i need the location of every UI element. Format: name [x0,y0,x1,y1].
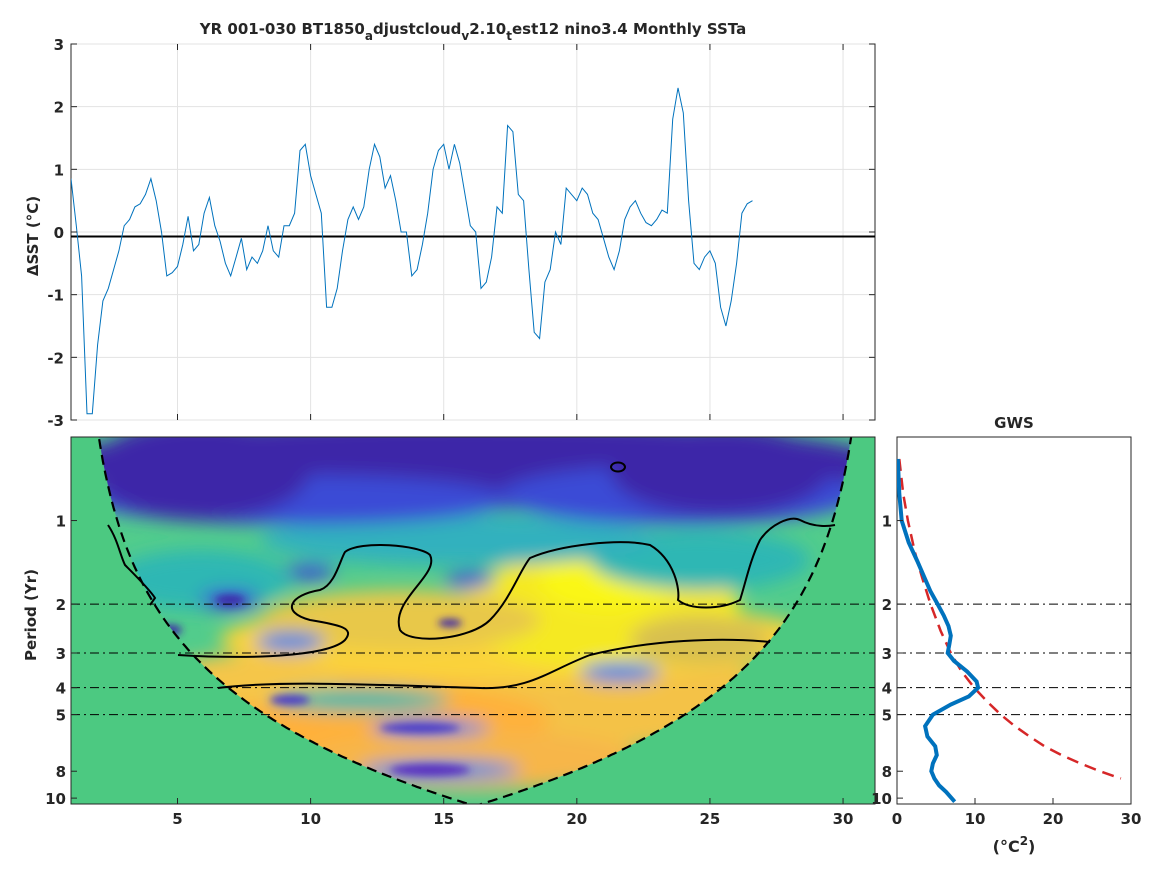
wavelet-ticks: 1 2 3 4 5 8 10 5 10 15 20 25 30 [45,513,853,828]
gws-y-tick-label: 1 [882,513,892,531]
top-y-tick-label: -3 [47,412,64,430]
gws-y-tick-label: 8 [882,763,892,781]
gws-x-label-base: (°C [993,837,1020,856]
gws-axes-box [896,436,1132,805]
wavelet-axes-box [70,436,876,805]
wavelet-x-tick-label: 20 [566,810,587,828]
gws-x-tick-label: 0 [892,810,902,828]
cone-of-influence-line [97,437,853,804]
gws-power-curve [897,458,981,804]
title-sub-3: t [506,29,512,43]
wavelet-y-tick-label: 2 [56,596,66,614]
gws-y-tick-label: 5 [882,707,892,725]
sst-series-line [71,87,753,415]
title-part-4: est12 nino3.4 Monthly SSTa [512,20,746,38]
wavelet-y-tick-label: 3 [56,645,66,663]
wavelet-y-tick-label: 5 [56,707,66,725]
wavelet-y-tick-label: 8 [56,763,66,781]
title-sub-1: a [365,29,373,43]
gws-x-tick-label: 30 [1121,810,1142,828]
wavelet-x-tick-label: 10 [300,810,321,828]
wavelet-x-tick-label: 25 [700,810,721,828]
top-y-tick-label: 3 [54,36,64,54]
gws-x-tick-label: 20 [1043,810,1064,828]
top-grid [71,43,875,421]
top-y-ticks: -3 -2 -1 0 1 2 3 [47,36,875,430]
wavelet-x-tick-label: 15 [433,810,454,828]
wavelet-y-label: Period (Yr) [22,569,40,661]
title-part-1: YR 001-030 BT1850 [199,20,365,38]
gws-title: GWS [994,414,1034,432]
title-part-2: djustcloud [373,20,461,38]
title-part-3: 2.10 [469,20,506,38]
gws-x-label-end: ) [1028,837,1035,856]
wavelet-y-tick-label: 4 [56,680,66,698]
top-y-tick-label: -1 [47,287,64,305]
wavelet-y-tick-label: 1 [56,513,66,531]
gws-y-tick-label: 4 [882,680,892,698]
gws-y-tick-label: 2 [882,596,892,614]
gws-x-tick-label: 10 [965,810,986,828]
wavelet-x-tick-label: 5 [172,810,182,828]
top-y-tick-label: 2 [54,99,64,117]
top-y-tick-label: 0 [54,224,64,242]
chart-title: YR 001-030 BT1850adjustcloudv2.10test12 … [199,20,746,43]
gws-x-label-sup: 2 [1020,834,1028,848]
gws-y-tick-label: 3 [882,645,892,663]
top-y-label: ΔSST (°C) [24,196,42,276]
wavelet-x-tick-label: 30 [833,810,854,828]
wavelet-power-panel: 1 2 3 4 5 8 10 5 10 15 20 25 30 Period (Yr) [22,436,876,828]
gws-x-label: (°C2) [993,834,1036,856]
significance-contours [107,461,836,690]
top-y-tick-label: -2 [47,349,64,367]
title-sub-2: v [461,29,469,43]
time-series-panel: YR 001-030 BT1850adjustcloudv2.10test12 … [24,20,876,430]
top-y-tick-label: 1 [54,161,64,179]
reference-period-lines [71,603,875,716]
gws-y-tick-label: 10 [871,790,892,808]
wavelet-y-tick-label: 10 [45,790,66,808]
